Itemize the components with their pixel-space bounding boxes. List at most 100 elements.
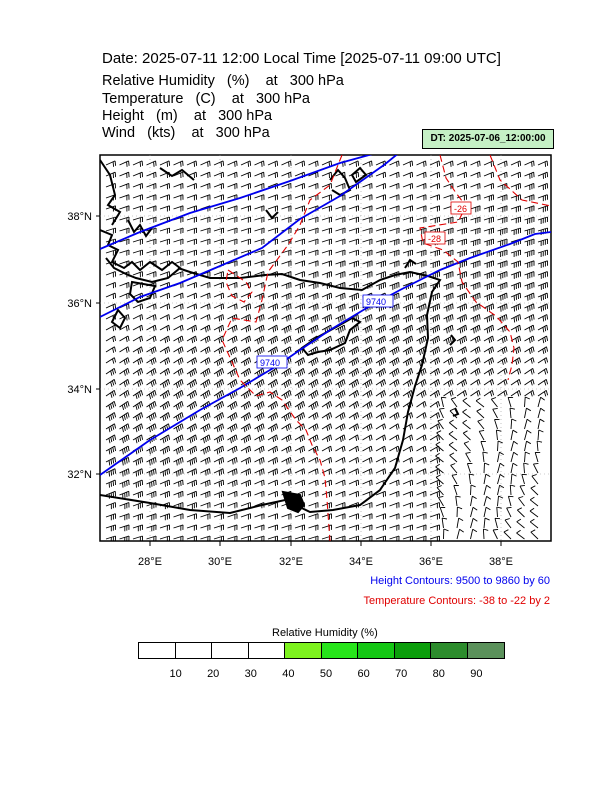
wind-barb bbox=[389, 260, 400, 268]
wind-barb bbox=[146, 479, 157, 488]
wind-barb bbox=[200, 423, 211, 433]
wind-barb bbox=[375, 260, 386, 268]
wind-barb bbox=[497, 216, 508, 224]
wind-barb bbox=[308, 182, 319, 190]
wind-barb bbox=[362, 479, 373, 486]
wind-barb bbox=[240, 434, 252, 444]
wind-barb bbox=[105, 271, 116, 278]
wind-barb bbox=[507, 495, 514, 507]
wind-barb bbox=[173, 468, 184, 477]
wind-barb bbox=[435, 474, 444, 485]
wind-barb bbox=[416, 281, 427, 290]
wind-barb bbox=[497, 271, 508, 279]
wind-barb bbox=[146, 346, 157, 355]
wind-barb bbox=[389, 292, 400, 301]
wind-barb bbox=[348, 260, 359, 268]
wind-barb bbox=[294, 445, 306, 454]
wind-barb bbox=[159, 249, 170, 256]
wind-barb bbox=[267, 468, 279, 476]
wind-barb bbox=[375, 535, 386, 541]
wind-barb bbox=[348, 401, 360, 409]
wind-barb bbox=[416, 227, 427, 235]
wind-barb bbox=[335, 260, 346, 268]
wind-barb bbox=[402, 194, 413, 201]
wind-barb bbox=[348, 271, 359, 279]
wind-barb bbox=[200, 434, 211, 444]
wind-barb bbox=[173, 249, 184, 256]
wind-barb bbox=[119, 324, 130, 332]
wind-barb bbox=[497, 474, 505, 485]
wind-barb bbox=[254, 292, 265, 300]
wind-barb bbox=[227, 227, 238, 234]
wind-barb bbox=[362, 368, 373, 378]
wind-barb bbox=[402, 205, 413, 212]
wind-barb bbox=[132, 271, 143, 278]
variable-level: 300 hPa bbox=[255, 91, 310, 107]
wind-barb bbox=[389, 445, 400, 453]
wind-barb bbox=[213, 524, 224, 531]
wind-barb bbox=[159, 379, 171, 389]
wind-barb bbox=[362, 524, 373, 531]
wind-barb bbox=[240, 423, 252, 433]
wind-barb bbox=[402, 368, 414, 376]
wind-barb bbox=[308, 535, 319, 541]
wind-barb bbox=[186, 490, 197, 498]
wind-barb bbox=[281, 335, 292, 345]
wind-barb bbox=[213, 281, 224, 289]
wind-barb bbox=[173, 423, 184, 433]
lon-label-30: 30°E bbox=[208, 556, 232, 568]
variable-unit: (kts) bbox=[147, 125, 176, 141]
wind-barb bbox=[510, 473, 517, 485]
wind-barb bbox=[389, 281, 400, 290]
wind-barb bbox=[105, 401, 117, 411]
wind-barb bbox=[119, 513, 130, 521]
wind-barb bbox=[267, 490, 278, 498]
wind-barb bbox=[254, 412, 265, 422]
wind-barb bbox=[510, 160, 522, 167]
wind-barb bbox=[119, 401, 130, 411]
wind-barb bbox=[119, 238, 130, 245]
wind-barb bbox=[321, 171, 333, 179]
wind-barb bbox=[348, 390, 360, 398]
wind-barb bbox=[146, 412, 157, 422]
wind-barb bbox=[227, 281, 238, 289]
wind-barb bbox=[321, 457, 333, 464]
wind-barb bbox=[497, 314, 508, 323]
wind-barb bbox=[389, 357, 400, 367]
wind-barb bbox=[240, 238, 251, 245]
wind-barb bbox=[173, 502, 184, 510]
wind-barb bbox=[213, 249, 224, 256]
wind-barb bbox=[119, 227, 130, 234]
wind-barb bbox=[524, 418, 532, 430]
wind-barb bbox=[254, 401, 265, 411]
wind-barb bbox=[497, 281, 508, 290]
variable-at: at bbox=[265, 73, 278, 89]
wind-barb bbox=[146, 314, 157, 321]
wind-barb bbox=[119, 357, 130, 365]
wind-barb bbox=[537, 205, 548, 213]
wind-barb bbox=[186, 160, 198, 167]
wind-barb bbox=[267, 368, 279, 378]
wind-barb bbox=[362, 216, 373, 223]
wind-barb bbox=[186, 281, 197, 289]
wind-barb bbox=[227, 479, 238, 487]
wind-barb bbox=[436, 485, 444, 496]
wind-barb bbox=[497, 495, 504, 507]
wind-barb bbox=[200, 160, 211, 167]
wind-barb bbox=[227, 314, 238, 322]
wind-barb bbox=[321, 479, 333, 486]
wind-barb bbox=[200, 346, 211, 355]
wind-barb bbox=[173, 490, 184, 498]
wind-barb bbox=[389, 346, 400, 356]
variable-name: Wind bbox=[102, 125, 136, 141]
wind-barb bbox=[294, 249, 305, 256]
wind-barb bbox=[227, 216, 238, 223]
wind-barb bbox=[429, 346, 441, 356]
wind-barb bbox=[490, 397, 498, 408]
wind-barb bbox=[240, 490, 251, 498]
wind-barb bbox=[483, 473, 491, 485]
wind-barb bbox=[537, 260, 548, 268]
wind-barb bbox=[507, 396, 514, 408]
wind-barb bbox=[335, 216, 346, 223]
